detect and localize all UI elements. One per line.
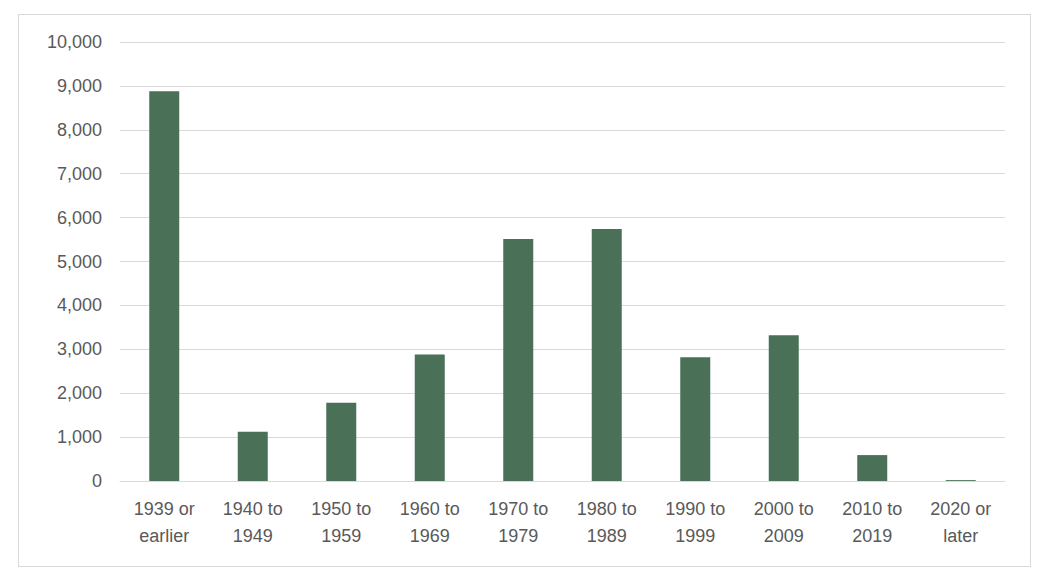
svg-text:1959: 1959	[321, 526, 361, 546]
svg-text:5,000: 5,000	[57, 252, 102, 272]
svg-text:1970 to: 1970 to	[488, 499, 548, 519]
svg-text:1940 to: 1940 to	[223, 499, 283, 519]
svg-text:10,000: 10,000	[47, 32, 102, 52]
svg-text:8,000: 8,000	[57, 120, 102, 140]
svg-text:1949: 1949	[233, 526, 273, 546]
svg-text:2020 or: 2020 or	[930, 499, 991, 519]
svg-text:9,000: 9,000	[57, 76, 102, 96]
svg-text:3,000: 3,000	[57, 339, 102, 359]
svg-text:1979: 1979	[498, 526, 538, 546]
svg-text:1969: 1969	[410, 526, 450, 546]
svg-text:2009: 2009	[764, 526, 804, 546]
svg-text:1960 to: 1960 to	[400, 499, 460, 519]
svg-text:1989: 1989	[587, 526, 627, 546]
svg-text:1939 or: 1939 or	[134, 499, 195, 519]
svg-text:6,000: 6,000	[57, 208, 102, 228]
svg-text:0: 0	[92, 471, 102, 491]
svg-text:1990 to: 1990 to	[665, 499, 725, 519]
svg-text:1,000: 1,000	[57, 427, 102, 447]
svg-text:1980 to: 1980 to	[577, 499, 637, 519]
svg-text:1999: 1999	[675, 526, 715, 546]
svg-text:2,000: 2,000	[57, 383, 102, 403]
svg-text:earlier: earlier	[139, 526, 189, 546]
svg-text:2010 to: 2010 to	[842, 499, 902, 519]
svg-text:4,000: 4,000	[57, 295, 102, 315]
svg-text:2019: 2019	[852, 526, 892, 546]
svg-text:2000 to: 2000 to	[754, 499, 814, 519]
svg-text:1950 to: 1950 to	[311, 499, 371, 519]
svg-text:7,000: 7,000	[57, 164, 102, 184]
svg-text:later: later	[943, 526, 978, 546]
